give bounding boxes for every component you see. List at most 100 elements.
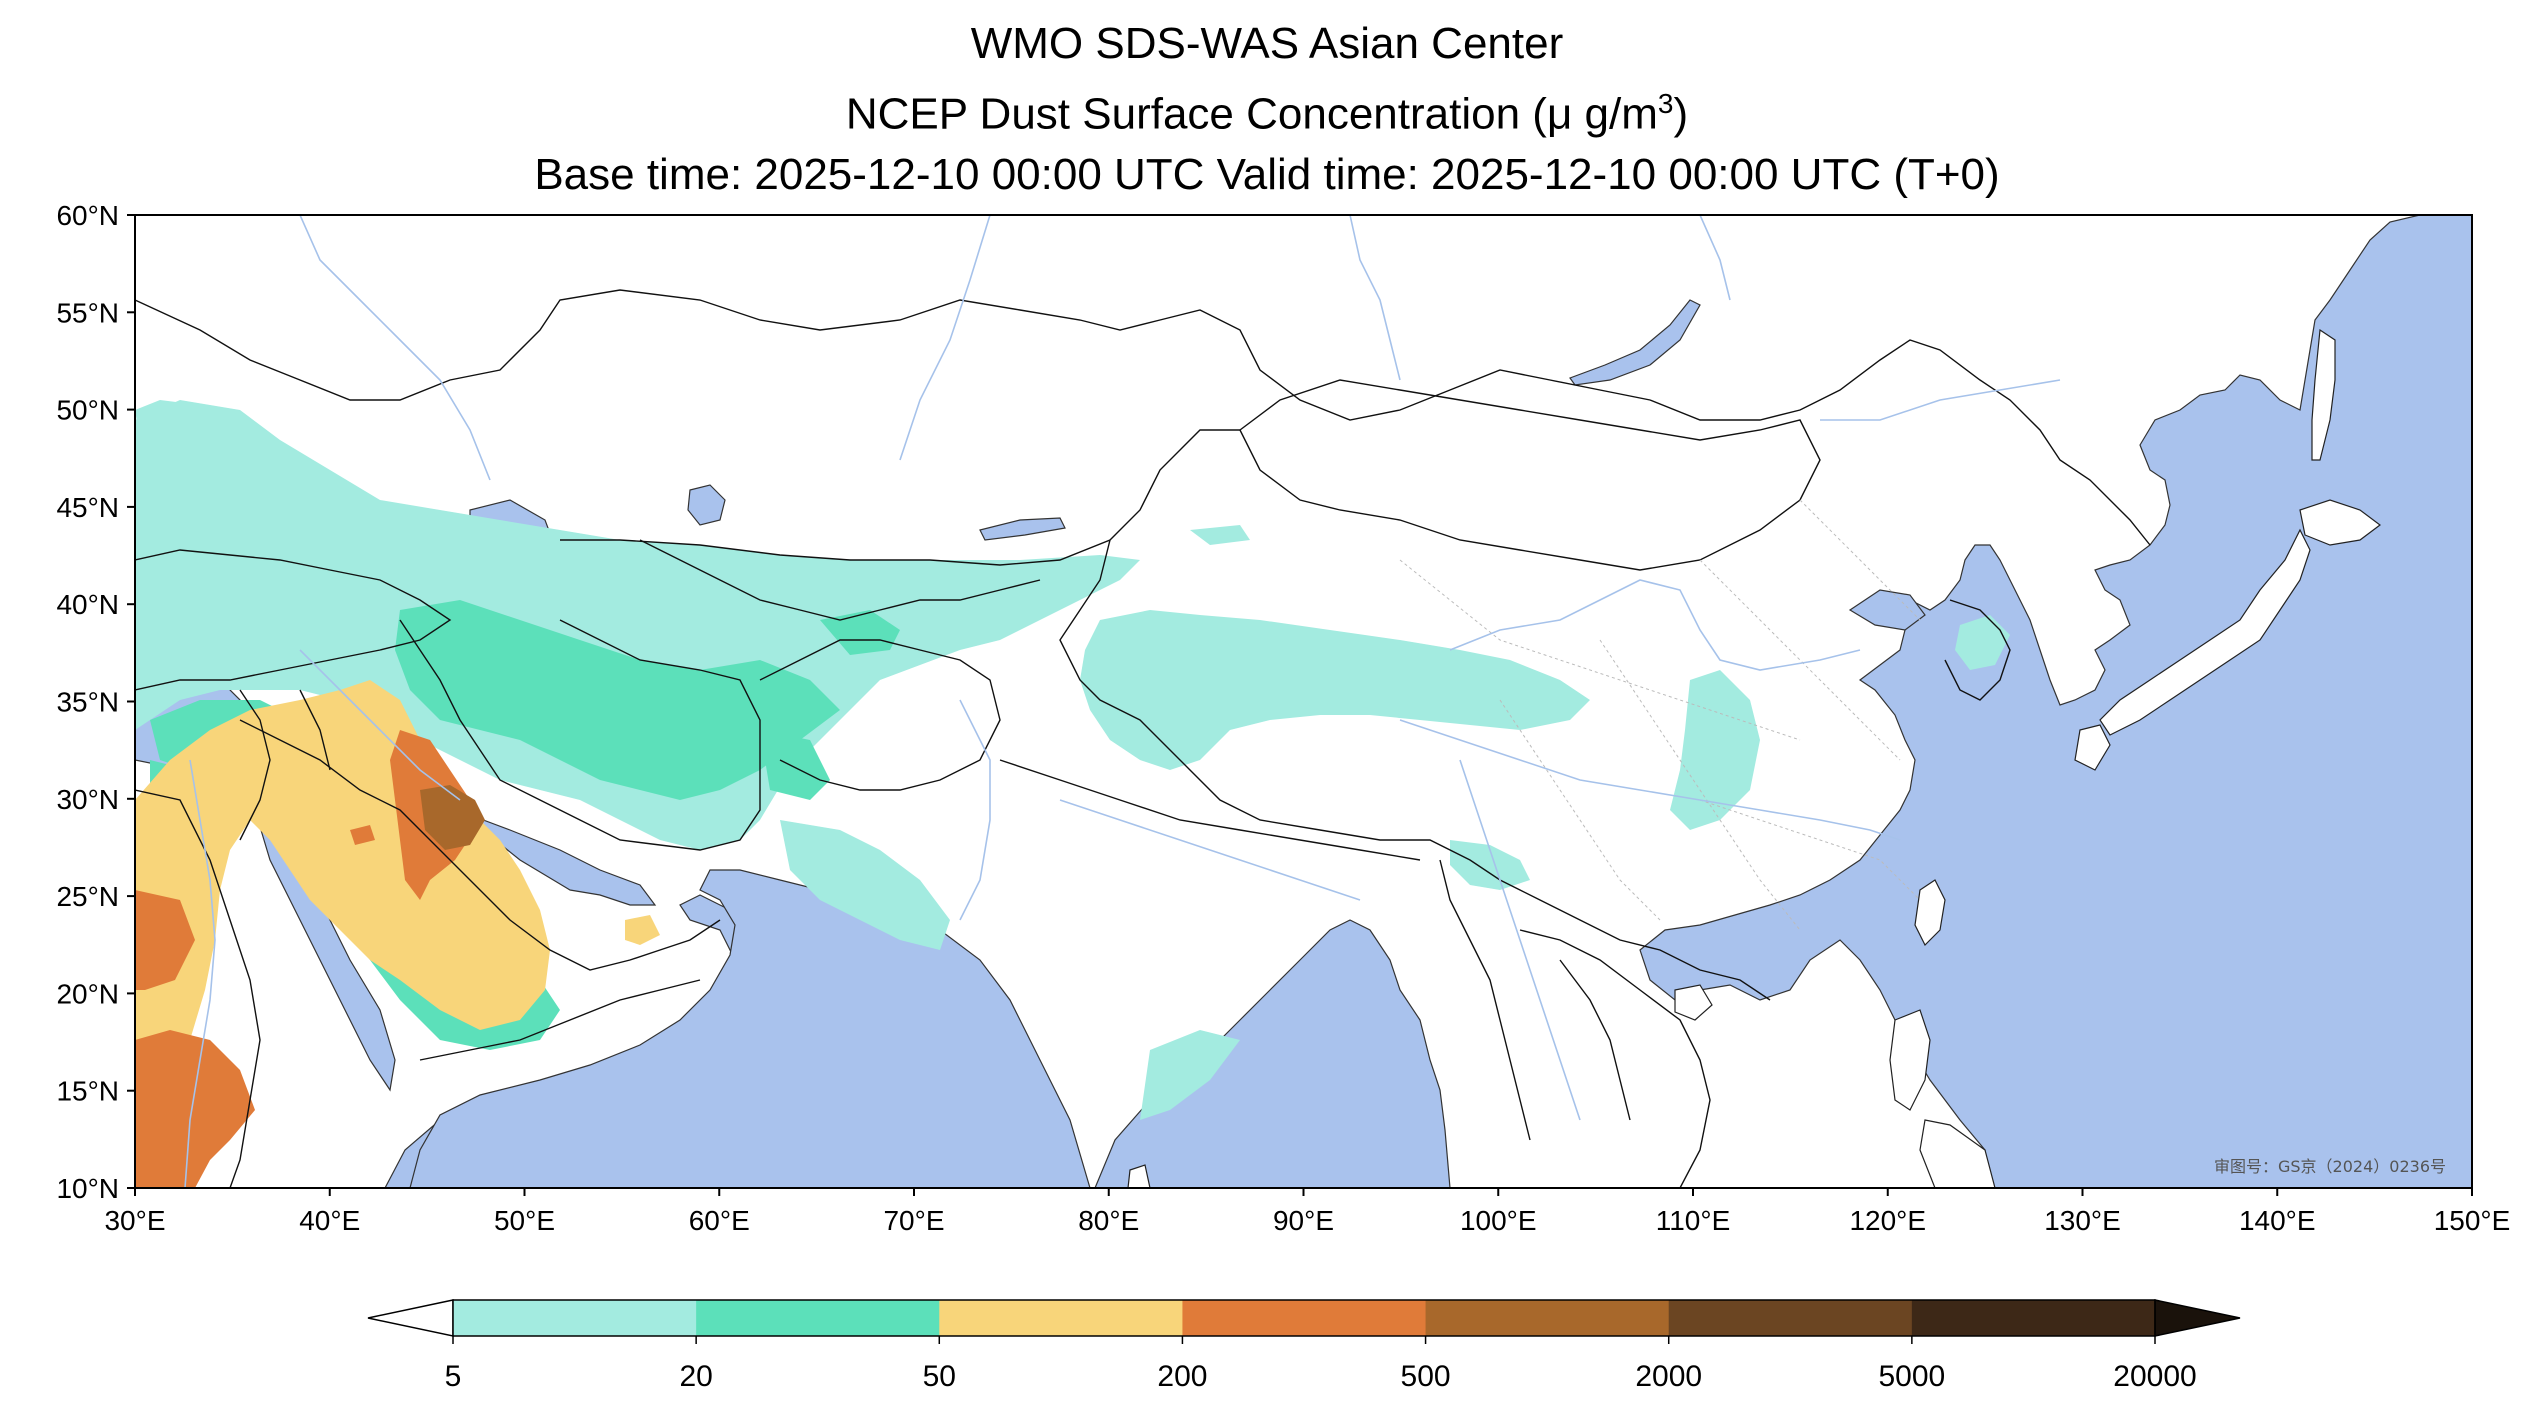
border-turkey xyxy=(135,549,452,691)
lon-tick-label: 80°E xyxy=(1078,1205,1139,1236)
river-yangtze xyxy=(1399,719,1901,841)
island-hainan xyxy=(1674,984,1713,1021)
border-yemen-oman xyxy=(419,979,701,1061)
river-tigris-euphrates xyxy=(299,649,461,801)
island-japan-kyushu xyxy=(2074,724,2111,771)
river-ganges xyxy=(1059,799,1361,901)
province-borders xyxy=(1399,499,1921,931)
dust-core-iran-afghan xyxy=(395,600,840,800)
province-border-b xyxy=(1499,699,1661,921)
colorbar-segment xyxy=(1911,1300,2156,1336)
lon-tick-label: 150°E xyxy=(2434,1205,2511,1236)
border-iran xyxy=(399,619,761,851)
colorbar-segment xyxy=(696,1300,940,1336)
lon-tick-label: 50°E xyxy=(494,1205,555,1236)
dust-patch-south-china xyxy=(1450,840,1530,890)
lon-tick-label: 30°E xyxy=(104,1205,165,1236)
island-taiwan xyxy=(1914,879,1946,947)
colorbar-tick-label: 200 xyxy=(1157,1360,1207,1393)
lat-tick-label: 10°N xyxy=(56,1173,119,1204)
dust-layer-5-20 xyxy=(135,400,2010,1120)
province-border-e xyxy=(1799,499,1921,621)
lon-tick-label: 130°E xyxy=(2044,1205,2121,1236)
title-line-2: NCEP Dust Surface Concentration (μ g/m3) xyxy=(0,74,2534,145)
title-line-3: Base time: 2025-12-10 00:00 UTC Valid ti… xyxy=(534,149,2000,199)
longitude-axis: 30°E 40°E 50°E 60°E 70°E 80°E 90°E 100°E 110°E 12… xyxy=(104,1188,2510,1236)
lake-balkhash xyxy=(979,517,1066,541)
dust-layer-500-2000 xyxy=(420,785,485,850)
colorbar-segment xyxy=(1668,1300,1913,1336)
title-line-2-prefix: NCEP Dust Surface Concentration ( xyxy=(845,89,1547,139)
island-japan-honshu xyxy=(2099,528,2311,736)
island-luzon xyxy=(1889,1009,1931,1111)
river-yellow xyxy=(1449,579,1861,671)
title-unit: μ g/m xyxy=(1546,89,1658,139)
colorbar-tick-label: 2000 xyxy=(1635,1360,1702,1393)
lon-tick-label: 40°E xyxy=(299,1205,360,1236)
border-china-west xyxy=(1059,539,1771,1001)
colorbar-segment xyxy=(1182,1300,1427,1336)
lat-tick-label: 25°N xyxy=(56,881,119,912)
title-line-1: WMO SDS-WAS Asian Center xyxy=(970,19,1564,68)
dust-extreme-kuwait xyxy=(420,785,485,850)
island-sakhalin xyxy=(2311,328,2336,461)
colorbar-tick-label: 5000 xyxy=(1878,1360,1945,1393)
dust-core-tarim xyxy=(820,610,900,655)
border-india-nepal xyxy=(999,759,1421,861)
colorbar-segment xyxy=(1425,1300,1670,1336)
dust-band-central-asia xyxy=(135,400,1140,850)
dust-patch-europe-north xyxy=(135,400,230,445)
river-nile xyxy=(184,759,216,1188)
lat-tick-label: 55°N xyxy=(56,297,119,328)
colorbar-frame xyxy=(452,1299,2156,1337)
lat-tick-label: 35°N xyxy=(56,687,119,718)
dust-high-oman xyxy=(625,915,660,945)
colorbar-tick-label: 50 xyxy=(923,1360,956,1393)
bohai-sea xyxy=(1848,589,1926,631)
lon-tick-label: 140°E xyxy=(2239,1205,2316,1236)
lat-tick-label: 60°N xyxy=(56,200,119,231)
colorbar-tick-label: 5 xyxy=(445,1360,462,1393)
colorbar-segment xyxy=(939,1300,1183,1336)
border-kazakhstan xyxy=(560,429,1240,566)
dust-band-west-china xyxy=(1080,610,1590,770)
lat-tick-label: 20°N xyxy=(56,978,119,1009)
border-levant xyxy=(239,689,331,841)
colorbar-over-triangle xyxy=(2154,1299,2241,1337)
colorbar-tick-label: 500 xyxy=(1401,1360,1451,1393)
dust-patch-korea xyxy=(1955,615,2010,670)
dust-layer-200-500 xyxy=(135,730,475,1188)
lon-tick-label: 110°E xyxy=(1656,1205,1731,1236)
border-central-asia xyxy=(639,539,1041,621)
colorbar-tick-label: 20000 xyxy=(2113,1360,2196,1393)
border-mongolia xyxy=(1239,379,1821,571)
lat-tick-label: 50°N xyxy=(56,395,119,426)
dust-very-high-ethiopia xyxy=(135,1030,255,1188)
lat-tick-label: 45°N xyxy=(56,492,119,523)
dust-patch-arabian-sea xyxy=(1140,1030,1240,1120)
border-north-africa xyxy=(135,789,261,1188)
island-sri-lanka xyxy=(1127,1164,1151,1188)
lat-tick-label: 40°N xyxy=(56,589,119,620)
province-border-a xyxy=(1399,559,1801,741)
river-lena xyxy=(1699,215,1731,301)
lon-tick-label: 70°E xyxy=(883,1205,944,1236)
border-se-asia xyxy=(1439,859,1711,1188)
country-borders xyxy=(135,289,2151,1188)
lon-tick-label: 60°E xyxy=(689,1205,750,1236)
border-afghanistan xyxy=(759,639,1001,791)
lon-tick-label: 90°E xyxy=(1273,1205,1334,1236)
island-japan-hokkaido xyxy=(2299,499,2381,546)
province-border-f xyxy=(1699,799,1921,901)
aral-sea xyxy=(687,484,726,526)
rivers xyxy=(184,215,2061,1188)
province-border-c xyxy=(1599,639,1801,931)
lat-tick-label: 15°N xyxy=(56,1076,119,1107)
lat-tick-label: 30°N xyxy=(56,784,119,815)
river-ob xyxy=(899,215,991,461)
province-border-d xyxy=(1699,559,1901,761)
colorbar: 5 20 50 200 500 2000 5000 20000 xyxy=(367,1299,2241,1393)
river-yenisei xyxy=(1349,215,1401,381)
island-philippines-south xyxy=(1919,1119,1996,1188)
dust-very-high-sudan xyxy=(135,890,195,990)
